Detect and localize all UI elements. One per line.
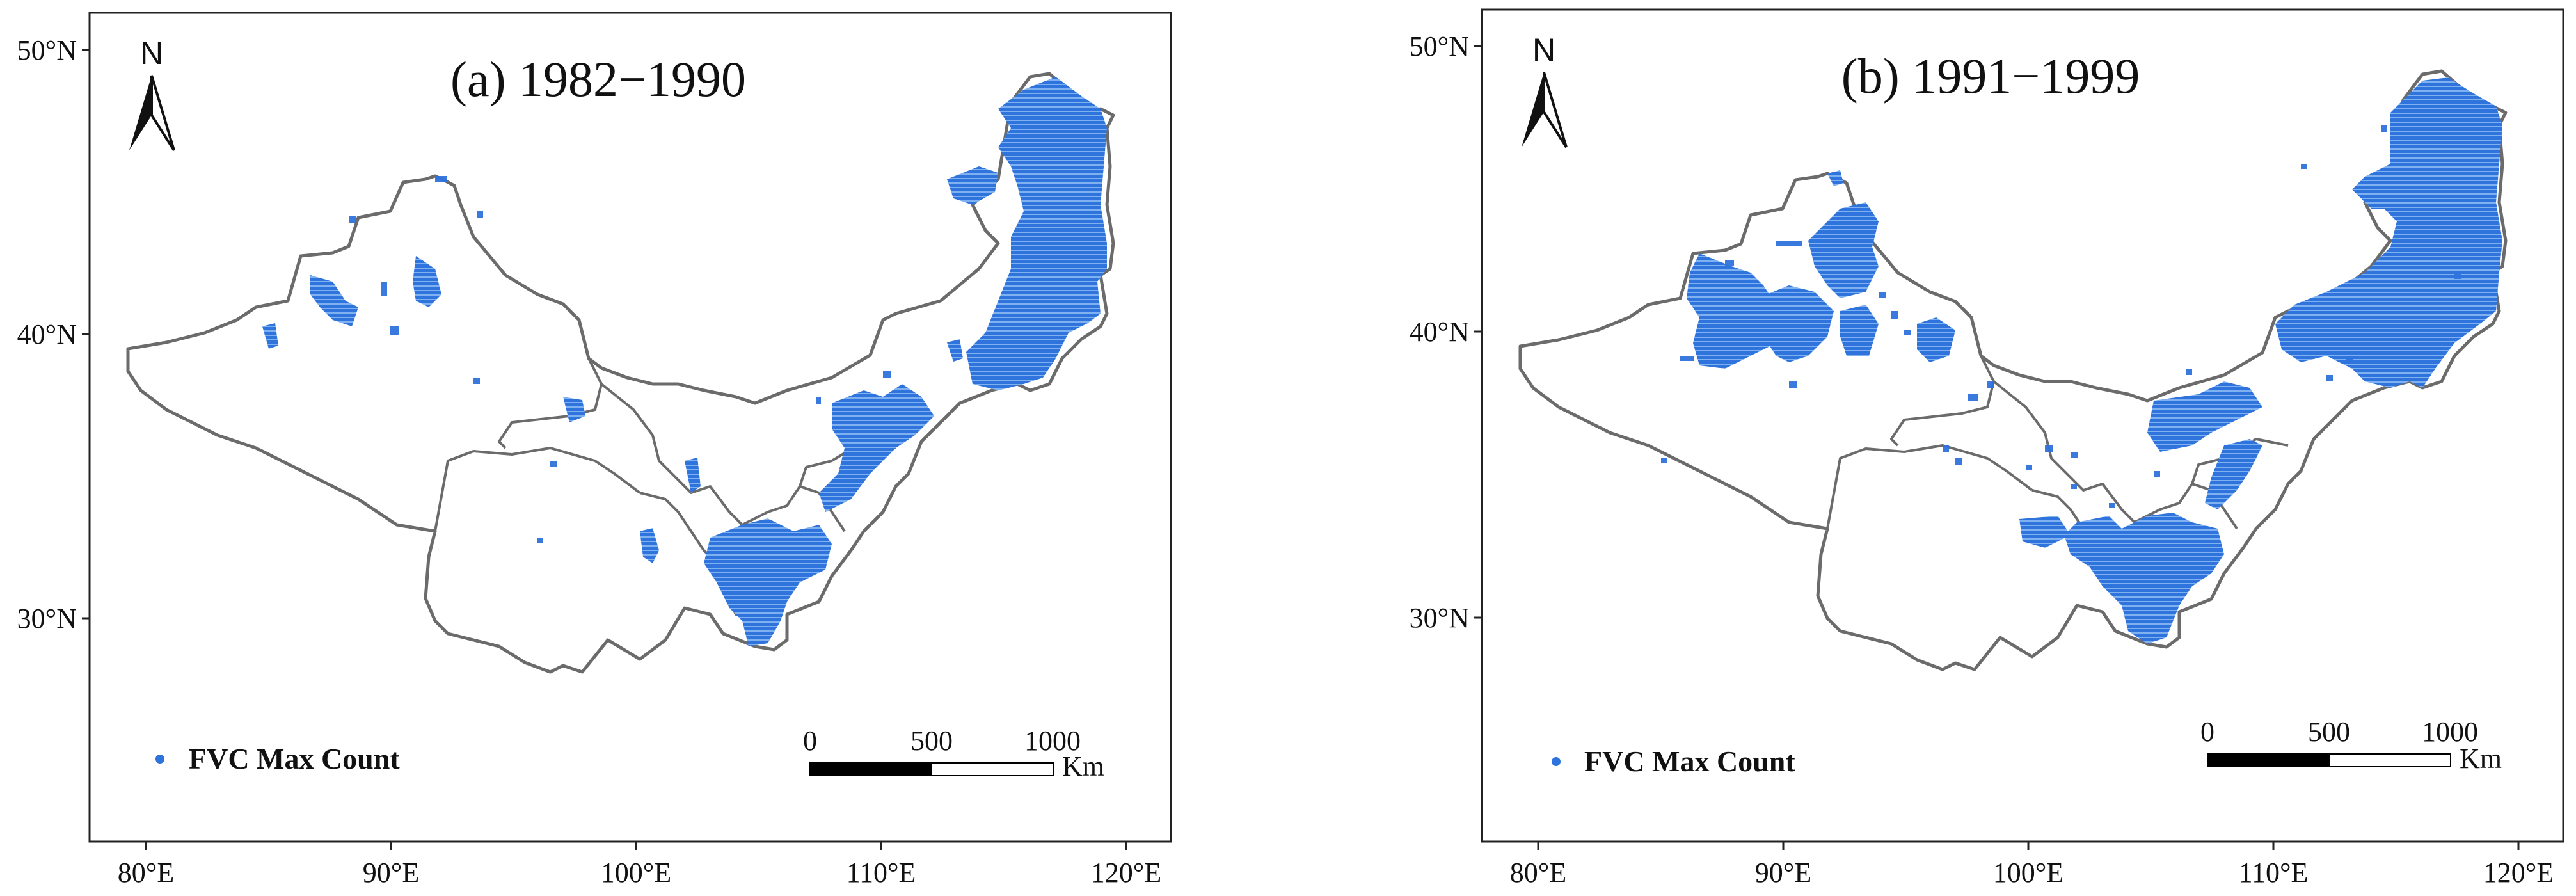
lon-label-80e: 80°E bbox=[118, 857, 174, 888]
panel-title: (a) 1982−1990 bbox=[450, 51, 746, 107]
legend: FVC Max Count bbox=[155, 742, 400, 775]
north-arrow-icon: N bbox=[129, 35, 175, 152]
fvc-max-areas bbox=[262, 77, 1107, 646]
study-region-outline bbox=[128, 74, 1113, 672]
scale-bar: 0 500 1000 Km bbox=[2200, 716, 2502, 774]
legend-label: FVC Max Count bbox=[1584, 745, 1795, 778]
lon-label-80e: 80°E bbox=[1510, 857, 1566, 888]
scale-unit: Km bbox=[2460, 743, 2502, 774]
north-label: N bbox=[140, 35, 163, 71]
panel-title: (b) 1991−1999 bbox=[1841, 48, 2140, 104]
legend-marker bbox=[155, 755, 164, 764]
scale-unit: Km bbox=[1062, 751, 1104, 782]
scale-bar: 0 500 1000 Km bbox=[803, 725, 1104, 782]
lon-label-90e: 90°E bbox=[1755, 857, 1811, 888]
legend-marker bbox=[1552, 757, 1561, 766]
panel-frame bbox=[88, 12, 1172, 843]
scale-label-0: 0 bbox=[2200, 716, 2214, 748]
lon-label-100e: 100°E bbox=[601, 857, 671, 888]
lon-label-120e: 120°E bbox=[2483, 857, 2554, 888]
lat-label-50n: 50°N bbox=[1410, 31, 1469, 62]
lat-label-30n: 30°N bbox=[1410, 602, 1469, 634]
panel-b: 50°N 40°N 30°N 80°E 90°E 100°E 110°E 120… bbox=[1410, 8, 2564, 888]
scale-label-500: 500 bbox=[2308, 716, 2350, 748]
scale-label-500: 500 bbox=[910, 725, 953, 756]
scale-label-1000: 1000 bbox=[2422, 716, 2478, 748]
lat-label-50n: 50°N bbox=[17, 35, 77, 66]
panel-a: 50°N 40°N 30°N 80°E 90°E 100°E 110°E 120… bbox=[17, 12, 1172, 888]
lon-label-120e: 120°E bbox=[1091, 857, 1161, 888]
north-arrow-icon: N bbox=[1522, 32, 1568, 148]
scale-label-0: 0 bbox=[803, 725, 817, 756]
lon-label-110e: 110°E bbox=[2239, 857, 2309, 888]
lat-label-30n: 30°N bbox=[17, 603, 77, 634]
lat-label-40n: 40°N bbox=[1410, 316, 1469, 348]
north-label: N bbox=[1532, 32, 1555, 68]
fvc-max-areas bbox=[1661, 77, 2502, 644]
panel-frame bbox=[1481, 8, 2564, 843]
legend-label: FVC Max Count bbox=[189, 742, 400, 775]
lon-label-110e: 110°E bbox=[847, 857, 916, 888]
legend: FVC Max Count bbox=[1552, 745, 1795, 778]
lon-label-100e: 100°E bbox=[1993, 857, 2063, 888]
lat-label-40n: 40°N bbox=[17, 319, 77, 350]
lon-label-90e: 90°E bbox=[363, 857, 419, 888]
scale-label-1000: 1000 bbox=[1024, 725, 1081, 756]
